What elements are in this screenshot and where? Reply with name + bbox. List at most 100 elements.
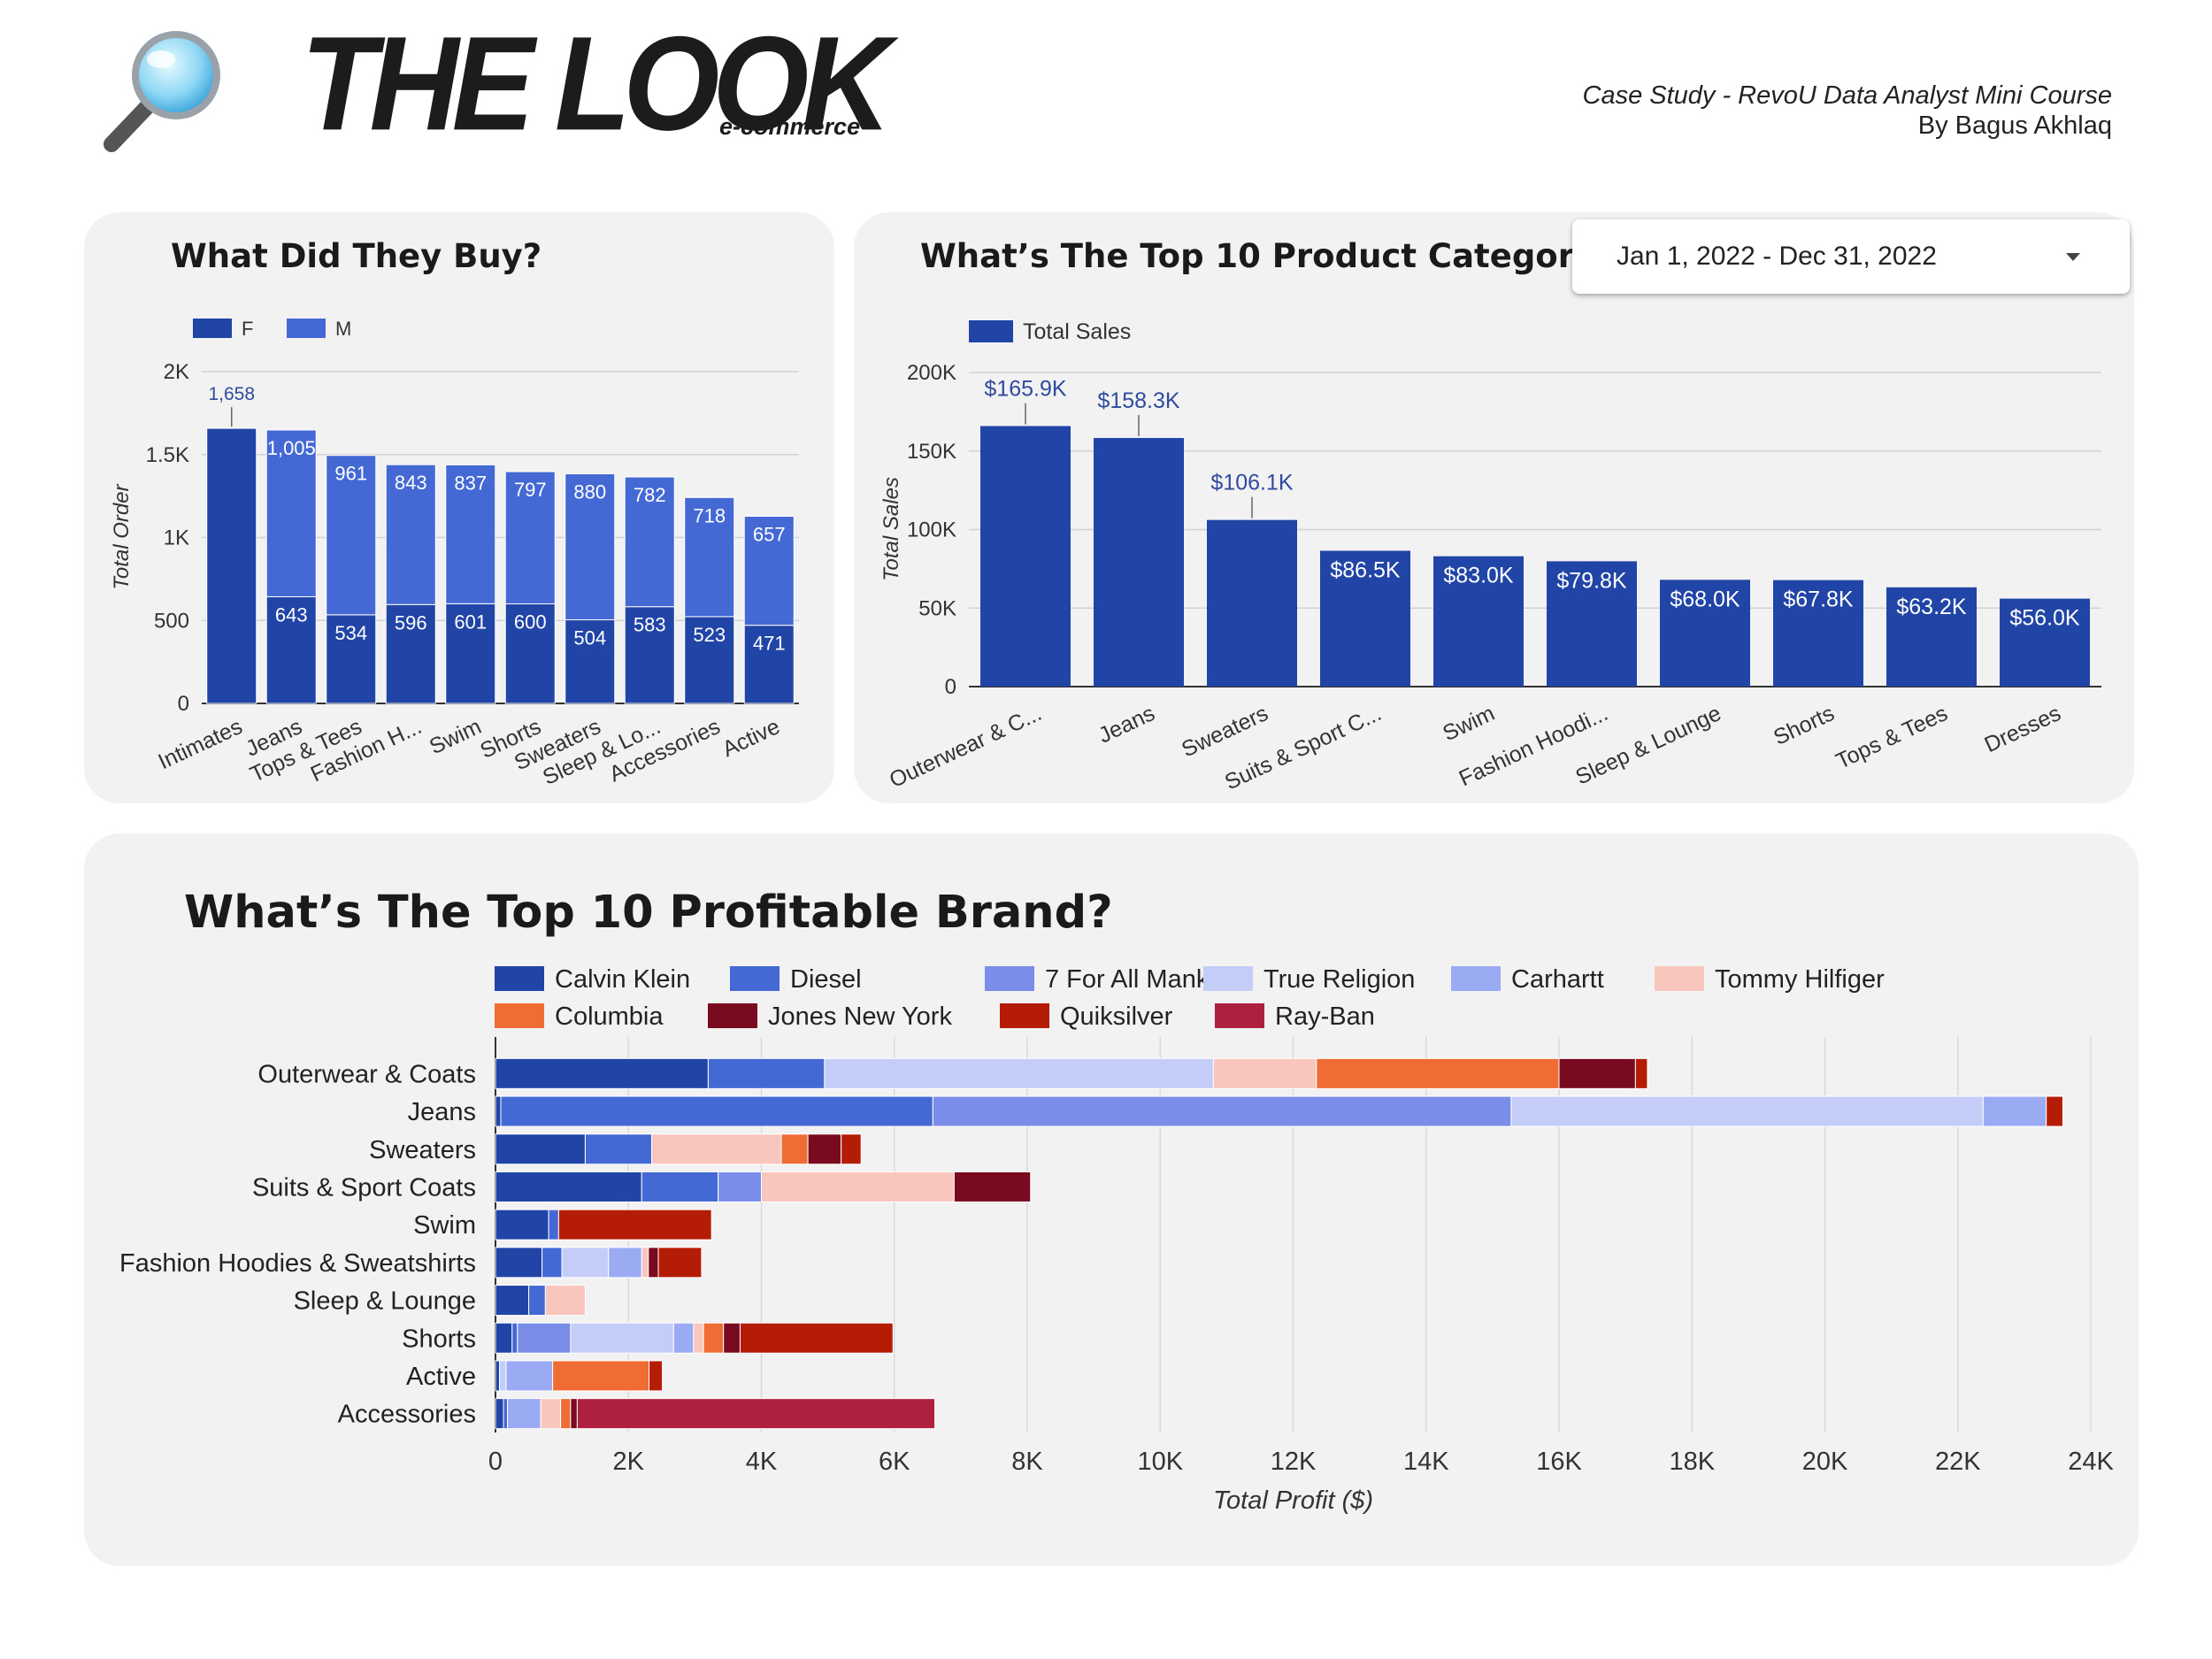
bar-true-religion-shorts xyxy=(570,1322,674,1354)
data-label: 601 xyxy=(454,611,487,633)
date-range-value: Jan 1, 2022 - Dec 31, 2022 xyxy=(1617,242,1937,271)
bar-ray-ban-accessories xyxy=(576,1398,936,1430)
legend-swatch-total-sales xyxy=(969,320,1013,342)
y-tick-label: Accessories xyxy=(338,1401,476,1429)
legend-swatch-diesel xyxy=(730,966,780,991)
data-label: $56.0K xyxy=(2009,606,2080,631)
data-label: 600 xyxy=(514,611,547,634)
legend-swatch-jones-new-york xyxy=(708,1003,757,1028)
bar-tommy-hilfiger-shorts xyxy=(693,1322,704,1354)
bar-columbia-accessories xyxy=(560,1398,572,1430)
legend-label: Ray-Ban xyxy=(1275,1002,1375,1031)
panel-top-brands xyxy=(84,833,2139,1566)
data-label: 1,005 xyxy=(267,437,316,459)
bar-quiksilver-jeans xyxy=(2046,1095,2063,1127)
bar-calvin-klein-accessories xyxy=(495,1398,504,1430)
y-tick-label: Active xyxy=(406,1363,476,1391)
data-label: 837 xyxy=(454,472,487,494)
x-tick-label: 6K xyxy=(879,1448,910,1476)
data-label: 1,658 xyxy=(208,384,255,404)
bar-jones-new-york-outerwear-coats xyxy=(1558,1057,1636,1089)
logo-title: THE LOOK xyxy=(301,8,891,158)
data-label: 843 xyxy=(395,472,427,494)
data-label: $79.8K xyxy=(1556,568,1627,593)
chart-title-brand: What’s The Top 10 Profitable Brand? xyxy=(184,887,1113,939)
case-study-label: Case Study - RevoU Data Analyst Mini Cou… xyxy=(1582,81,2113,110)
bar-diesel-jeans xyxy=(500,1095,933,1127)
data-label: 523 xyxy=(693,624,726,646)
bar-carhartt-jeans xyxy=(1982,1095,2047,1127)
bar-diesel-suits-sport-coats xyxy=(641,1171,719,1202)
x-tick-label: 12K xyxy=(1271,1448,1317,1476)
bar-f-jeans xyxy=(265,595,317,704)
y-tick-label: Sweaters xyxy=(369,1136,476,1164)
data-label: 880 xyxy=(573,481,606,503)
x-tick-label: 14K xyxy=(1403,1448,1449,1476)
x-tick-label: 16K xyxy=(1536,1448,1582,1476)
legend-swatch-true-religion xyxy=(1203,966,1253,991)
bar-f-tops-tees xyxy=(326,614,377,704)
bar-columbia-shorts xyxy=(703,1322,725,1354)
bar-calvin-klein-sweaters xyxy=(495,1133,586,1165)
bar-m-accessories xyxy=(684,496,735,618)
bar-quiksilver-outerwear-coats xyxy=(1634,1057,1648,1089)
bar-m-shorts xyxy=(504,471,556,604)
bar-jones-new-york-sweaters xyxy=(807,1133,842,1165)
bar-jeans xyxy=(1094,438,1184,687)
bar-quiksilver-active xyxy=(649,1360,664,1392)
bar-swim xyxy=(1433,556,1524,687)
y-tick-label: 0 xyxy=(178,692,189,716)
legend-swatch-m xyxy=(287,319,326,338)
bar-jones-new-york-accessories xyxy=(570,1398,578,1430)
chart-title-cat: What’s The Top 10 Product Category? xyxy=(920,237,1615,275)
x-tick-label: Tops & Tees xyxy=(1832,701,1952,774)
y-tick-label: 150K xyxy=(907,440,956,464)
x-tick-label: 4K xyxy=(746,1448,778,1476)
y-tick-label: 1K xyxy=(164,526,189,550)
legend-label: True Religion xyxy=(1263,965,1415,994)
bar-calvin-klein-sleep-lounge xyxy=(495,1285,530,1317)
x-tick-label: 8K xyxy=(1011,1448,1043,1476)
data-label: 782 xyxy=(634,484,666,506)
bar-true-religion-active xyxy=(499,1360,507,1392)
data-label: 657 xyxy=(753,524,786,546)
x-tick-label: Jeans xyxy=(1094,701,1158,749)
bar-tommy-hilfiger-accessories xyxy=(540,1398,562,1430)
date-range-selector[interactable]: Jan 1, 2022 - Dec 31, 2022 xyxy=(1572,219,2130,294)
bar-tommy-hilfiger-sleep-lounge xyxy=(544,1285,586,1317)
data-label: $106.1K xyxy=(1210,471,1293,495)
y-tick-label: Outerwear & Coats xyxy=(257,1060,476,1088)
legend-swatch-7-for-all-mankind xyxy=(985,966,1034,991)
data-label: 718 xyxy=(693,504,726,526)
dropdown-caret-icon xyxy=(2066,252,2080,261)
x-tick-label: Swim xyxy=(1439,701,1498,746)
data-label: 643 xyxy=(275,603,308,626)
bar-m-fashion-h xyxy=(385,464,436,605)
chart-brand: 0 2K 4K 6K 8K 10K 12K 14K 16K 18K 20K 22K 24K Total P… xyxy=(119,965,2114,1515)
legend-label: M xyxy=(335,318,351,340)
bar-f-fashion-h xyxy=(385,603,436,704)
legend-swatch-columbia xyxy=(495,1003,544,1028)
bar-f-sweaters xyxy=(565,619,616,704)
legend-label: Diesel xyxy=(790,965,862,994)
legend-label: Columbia xyxy=(555,1002,664,1031)
y-axis-label: Total Sales xyxy=(879,477,903,581)
legend-label: Jones New York xyxy=(768,1002,952,1031)
bar-outerwear-c xyxy=(980,426,1071,687)
bar-diesel-accessories xyxy=(503,1398,509,1430)
data-label: $67.8K xyxy=(1783,588,1854,612)
bar-m-active xyxy=(743,516,795,626)
legend-label: Quiksilver xyxy=(1060,1002,1173,1031)
y-tick-label: 2K xyxy=(164,360,189,384)
x-tick-label: 18K xyxy=(1669,1448,1715,1476)
bar-dresses xyxy=(2000,598,2090,687)
chart-buy: 0 500 1K 1.5K 2K Total Order 1,658 Intimates 643… xyxy=(110,318,799,790)
y-tick-label: Shorts xyxy=(402,1325,476,1353)
y-tick-label: Suits & Sport Coats xyxy=(252,1173,476,1202)
bar-columbia-sweaters xyxy=(780,1133,809,1165)
bar-true-religion-jeans xyxy=(1510,1095,1984,1127)
x-tick-label: 22K xyxy=(1935,1448,1981,1476)
data-label: 797 xyxy=(514,479,547,501)
x-tick-label: Shorts xyxy=(1770,701,1838,750)
x-tick-label: Sweaters xyxy=(1178,701,1271,762)
